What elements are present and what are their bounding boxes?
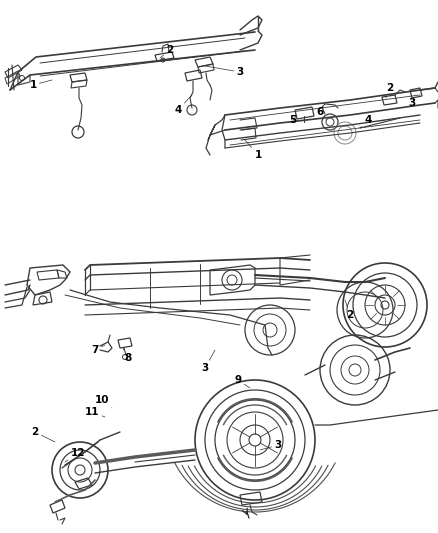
Text: 11: 11	[85, 407, 105, 417]
Text: 3: 3	[205, 66, 244, 77]
Text: 12: 12	[65, 448, 85, 462]
Text: 5: 5	[290, 115, 297, 125]
Text: 2: 2	[32, 427, 55, 442]
Text: 3: 3	[201, 350, 215, 373]
Text: 1: 1	[29, 80, 52, 90]
Text: 4: 4	[360, 115, 372, 128]
Text: 2: 2	[345, 300, 353, 320]
Text: 9: 9	[234, 375, 250, 388]
Text: 6: 6	[316, 107, 326, 120]
Text: 2: 2	[160, 45, 173, 58]
Text: 1: 1	[245, 140, 261, 160]
Text: 3: 3	[408, 95, 416, 108]
Text: 10: 10	[95, 395, 112, 408]
Text: 7: 7	[91, 345, 105, 355]
Text: 3: 3	[260, 440, 282, 450]
Text: 2: 2	[386, 83, 394, 98]
Text: 8: 8	[123, 348, 132, 363]
Text: 4: 4	[174, 95, 192, 115]
